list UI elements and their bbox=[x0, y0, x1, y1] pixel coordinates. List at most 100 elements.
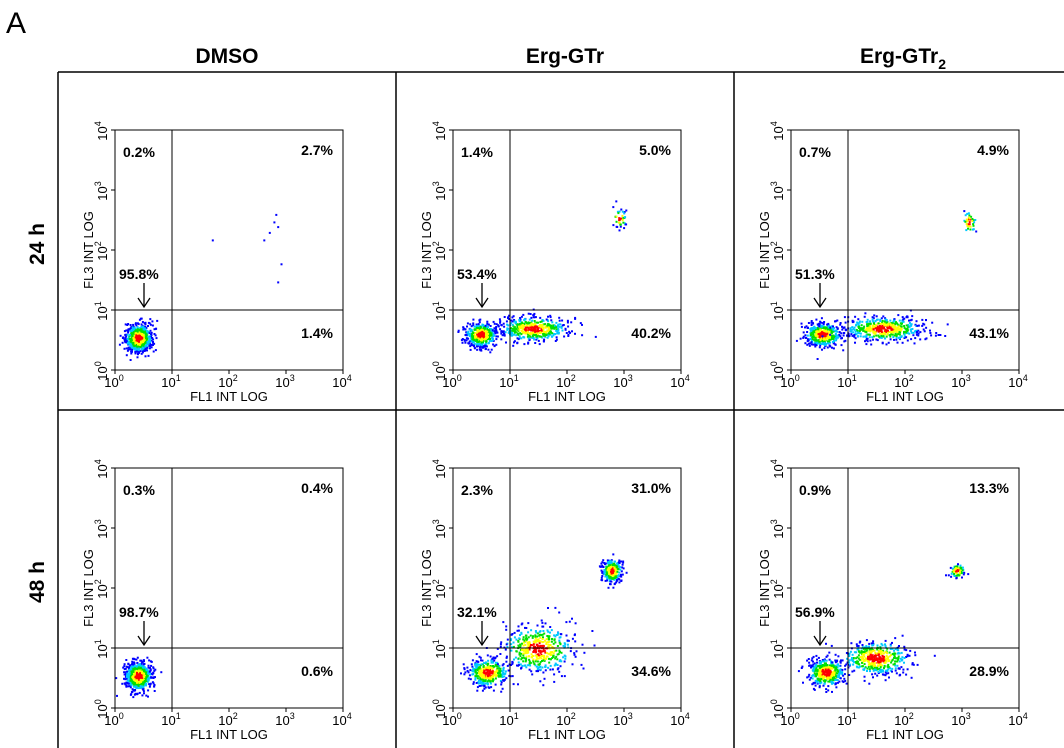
plot-2-event bbox=[912, 334, 915, 337]
plot-4-event bbox=[542, 640, 545, 643]
plot-2-event bbox=[881, 341, 884, 344]
plot-2-event bbox=[817, 340, 820, 343]
x-tick-label: 101 bbox=[837, 373, 856, 390]
plot-2-event bbox=[851, 326, 854, 329]
plot-1-event bbox=[506, 323, 509, 326]
plot-1-event bbox=[615, 215, 618, 218]
plot-1-event bbox=[567, 325, 570, 328]
plot-1-event bbox=[469, 328, 472, 331]
plot-4-event bbox=[529, 634, 532, 637]
plot-2-event bbox=[800, 325, 803, 328]
plot-1-event bbox=[579, 322, 582, 325]
plot-4-event bbox=[482, 674, 485, 677]
plot-5-event bbox=[813, 675, 816, 678]
plot-3-event bbox=[144, 672, 147, 675]
plot-0-event bbox=[133, 335, 136, 338]
plot-4-event bbox=[607, 574, 610, 577]
plot-4-event bbox=[492, 666, 495, 669]
plot-1-event bbox=[541, 327, 544, 329]
plot-4-event bbox=[558, 649, 561, 652]
plot-5-event bbox=[820, 661, 822, 664]
plot-1-event bbox=[537, 339, 540, 342]
plot-2-event bbox=[836, 319, 839, 322]
plot-1-event bbox=[540, 335, 542, 338]
plot-3-event bbox=[147, 672, 149, 675]
plot-1-event bbox=[466, 325, 468, 328]
plot-3-event bbox=[132, 681, 135, 684]
plot-3-event bbox=[131, 663, 133, 666]
plot-4-event bbox=[476, 677, 479, 680]
plot-4-event bbox=[472, 681, 475, 684]
plot-1-event bbox=[526, 335, 529, 338]
y-tick-exponent: 0 bbox=[93, 699, 103, 704]
y-tick-exponent: 3 bbox=[93, 519, 103, 524]
plot-0-event bbox=[127, 348, 130, 351]
plot-4-event bbox=[487, 686, 490, 689]
plot-2-event bbox=[915, 324, 918, 327]
plot-4-event bbox=[486, 683, 489, 686]
plot-4-event bbox=[563, 675, 566, 678]
plot-5-event bbox=[812, 655, 815, 658]
plot-1-event bbox=[532, 327, 535, 330]
plot-2-event bbox=[855, 328, 858, 331]
plot-4-event bbox=[537, 663, 540, 666]
plot-5-event bbox=[845, 663, 848, 666]
y-tick-exponent: 3 bbox=[769, 181, 779, 186]
x-tick-base: 10 bbox=[104, 375, 118, 390]
plot-2-event bbox=[886, 329, 889, 332]
plot-4-event bbox=[539, 636, 542, 639]
plot-4-event bbox=[549, 664, 552, 667]
plot-4-event bbox=[484, 682, 487, 685]
plot-2-event bbox=[917, 334, 920, 337]
plot-2-event bbox=[882, 322, 885, 325]
plot-2-event bbox=[865, 337, 868, 340]
plot-4-event bbox=[522, 638, 525, 641]
plot-0-event bbox=[143, 335, 146, 338]
plot-0-event bbox=[140, 344, 143, 347]
plot-3-event bbox=[137, 677, 140, 680]
plot-1-event bbox=[570, 321, 573, 324]
plot-4-event bbox=[538, 630, 541, 633]
plot-5-event bbox=[826, 654, 829, 657]
plot-3-event bbox=[138, 673, 140, 676]
plot-1-event bbox=[483, 344, 486, 347]
plot-2-event bbox=[872, 328, 874, 331]
y-tick-label: 104 bbox=[431, 121, 448, 140]
plot-5-event bbox=[802, 681, 804, 684]
plot-1-event bbox=[617, 212, 620, 215]
plot-4-event bbox=[469, 669, 472, 672]
plot-2-event bbox=[818, 346, 821, 349]
plot-3-event bbox=[134, 685, 136, 688]
plot-2-event bbox=[879, 336, 882, 339]
plot-1-event bbox=[557, 332, 560, 335]
plot-4-event bbox=[504, 648, 507, 651]
plot-0-event bbox=[149, 318, 152, 321]
plot-2-event bbox=[874, 331, 877, 334]
plot-4-event bbox=[522, 654, 525, 656]
plot-0-event bbox=[137, 347, 140, 350]
plot-4-event bbox=[517, 657, 520, 660]
plot-1-event bbox=[481, 339, 484, 342]
plot-2-event bbox=[821, 348, 823, 351]
x-tick-base: 10 bbox=[670, 713, 684, 728]
quadrant-upper-right-label: 5.0% bbox=[639, 142, 671, 158]
plot-1-event bbox=[477, 341, 480, 343]
plot-0-event bbox=[134, 348, 137, 351]
plot-1-event bbox=[620, 217, 623, 220]
x-tick-base: 10 bbox=[613, 713, 627, 728]
plot-2-event bbox=[810, 338, 813, 341]
plot-0-event bbox=[148, 322, 151, 325]
plot-1-event bbox=[485, 345, 488, 348]
plot-2-event bbox=[832, 338, 835, 340]
plot-0-event bbox=[153, 342, 156, 345]
plot-4-event bbox=[554, 606, 557, 609]
plot-2-event bbox=[897, 314, 900, 317]
plot-2-event bbox=[893, 318, 896, 321]
plot-4-event bbox=[470, 663, 473, 666]
plot-2-event bbox=[929, 329, 931, 332]
plot-4-event bbox=[505, 655, 508, 658]
plot-2-event bbox=[895, 336, 898, 339]
plot-2-event bbox=[843, 340, 846, 343]
plot-4-event bbox=[555, 655, 558, 658]
plot-0-event bbox=[153, 333, 156, 335]
